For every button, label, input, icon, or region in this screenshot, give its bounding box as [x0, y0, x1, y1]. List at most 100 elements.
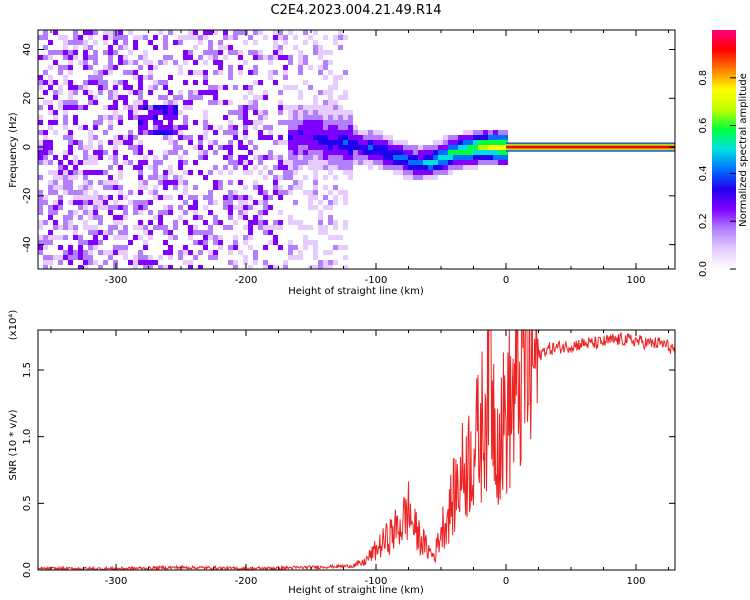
spectrogram-cell: [293, 140, 298, 145]
spectrogram-cell: [118, 135, 123, 140]
spectrogram-cell: [63, 170, 68, 175]
spectrogram-cell: [108, 55, 113, 60]
spectrogram-cell: [333, 125, 338, 130]
spectrogram-cell: [333, 120, 338, 125]
snr-y-ticks: 0.00.51.01.5: [22, 362, 675, 578]
spectrogram-cell: [283, 105, 288, 110]
spectrogram-cell: [163, 155, 168, 160]
spectrogram-cell: [238, 180, 243, 185]
spectrogram-cell: [288, 240, 293, 245]
spectrogram-cell: [403, 160, 408, 165]
spectrogram-cell: [128, 110, 133, 115]
spectrogram-cell: [208, 50, 213, 55]
spectrogram-cell: [468, 140, 473, 145]
spectrogram-cell: [73, 195, 78, 200]
spectrogram-cell: [278, 160, 283, 165]
spectrogram-cell: [328, 60, 333, 65]
spectrogram-cell: [293, 220, 298, 225]
spectrogram-cell: [103, 50, 108, 55]
spectrogram-cell: [128, 260, 133, 265]
spectrogram-cell: [98, 145, 103, 150]
spectrogram-cell: [123, 210, 128, 215]
spectrogram-cell: [323, 50, 328, 55]
spectrogram-cell: [108, 105, 113, 110]
spectrogram-cell: [288, 60, 293, 65]
spectrogram-cell: [258, 190, 263, 195]
spectrogram-cell: [43, 265, 48, 269]
spectrogram-cell: [353, 145, 358, 150]
spectrogram-cell: [358, 125, 363, 130]
spectrogram-cell: [128, 135, 133, 140]
spectrogram-cell: [338, 45, 343, 50]
spectrogram-cell: [88, 55, 93, 60]
spectrogram-cell: [108, 120, 113, 125]
spectrogram-cell: [138, 175, 143, 180]
spectrogram-cell: [118, 140, 123, 145]
spectrogram-cell: [318, 220, 323, 225]
spectrogram-cell: [88, 30, 93, 35]
spectrogram-cell: [408, 155, 413, 160]
spectrogram-cell: [413, 175, 418, 180]
spectrogram-cell: [338, 170, 343, 175]
spectrogram-cell: [378, 155, 383, 160]
spectrogram-cell: [428, 160, 433, 165]
spectrogram-cell: [83, 80, 88, 85]
spectrogram-cell: [133, 135, 138, 140]
spectrogram-cell: [43, 255, 48, 260]
spectrogram-cell: [58, 90, 63, 95]
spectrogram-cell: [113, 150, 118, 155]
spectrogram-cell: [333, 130, 338, 135]
spectrogram-cell: [223, 100, 228, 105]
spectrogram-cell: [308, 135, 313, 140]
spectrogram-cell: [253, 260, 258, 265]
spectrogram-cell: [233, 35, 238, 40]
spectrogram-cell: [148, 265, 153, 269]
spectrogram-cell: [213, 95, 218, 100]
spectrogram-cell: [343, 245, 348, 250]
spectrogram-cell: [103, 30, 108, 35]
spectrogram-cell: [128, 140, 133, 145]
spectrogram-cell: [158, 110, 163, 115]
spectrogram-cell: [83, 125, 88, 130]
spectrogram-cell: [158, 180, 163, 185]
spectrogram-cell: [358, 160, 363, 165]
spectrogram-cell: [463, 150, 468, 155]
spectrogram-cell: [293, 75, 298, 80]
spectrogram-cell: [423, 145, 428, 150]
spectrogram-cell: [228, 250, 233, 255]
spectrogram-cell: [68, 215, 73, 220]
spectrogram-cell: [313, 135, 318, 140]
spectrogram-cell: [73, 155, 78, 160]
spectrogram-cell: [263, 135, 268, 140]
spectrogram-cell: [88, 210, 93, 215]
spectrogram-cell: [483, 140, 488, 145]
spectrogram-cell: [53, 210, 58, 215]
spectrogram-cell: [338, 135, 343, 140]
spectrogram-cell: [108, 180, 113, 185]
spectrogram-cell: [333, 150, 338, 155]
spectrogram-cell: [463, 130, 468, 135]
spectrogram-cell: [93, 55, 98, 60]
spectrogram-cell: [133, 60, 138, 65]
spectrogram-cell: [93, 80, 98, 85]
spectrogram-cell: [313, 165, 318, 170]
spectrogram-cell: [298, 90, 303, 95]
spectrogram-cell: [268, 75, 273, 80]
spectrogram-cell: [63, 55, 68, 60]
colorbar-tick-label: 0.4: [698, 165, 709, 181]
spectrogram-cell: [38, 205, 43, 210]
spectrogram-cell: [73, 225, 78, 230]
spectrogram-cell: [253, 255, 258, 260]
spectrogram-cell: [128, 90, 133, 95]
spectrogram-cell: [78, 245, 83, 250]
spectrogram-cell: [328, 130, 333, 135]
spectrogram-cell: [148, 60, 153, 65]
spectrogram-cell: [203, 220, 208, 225]
spectrogram-cell: [268, 170, 273, 175]
snr-y-label: SNR (10 * v/v): [8, 409, 19, 480]
spectrogram-cell: [208, 40, 213, 45]
spectrogram-cell: [283, 160, 288, 165]
spectrogram-cell: [53, 110, 58, 115]
spectrogram-cell: [303, 190, 308, 195]
spectrogram-cell: [323, 150, 328, 155]
